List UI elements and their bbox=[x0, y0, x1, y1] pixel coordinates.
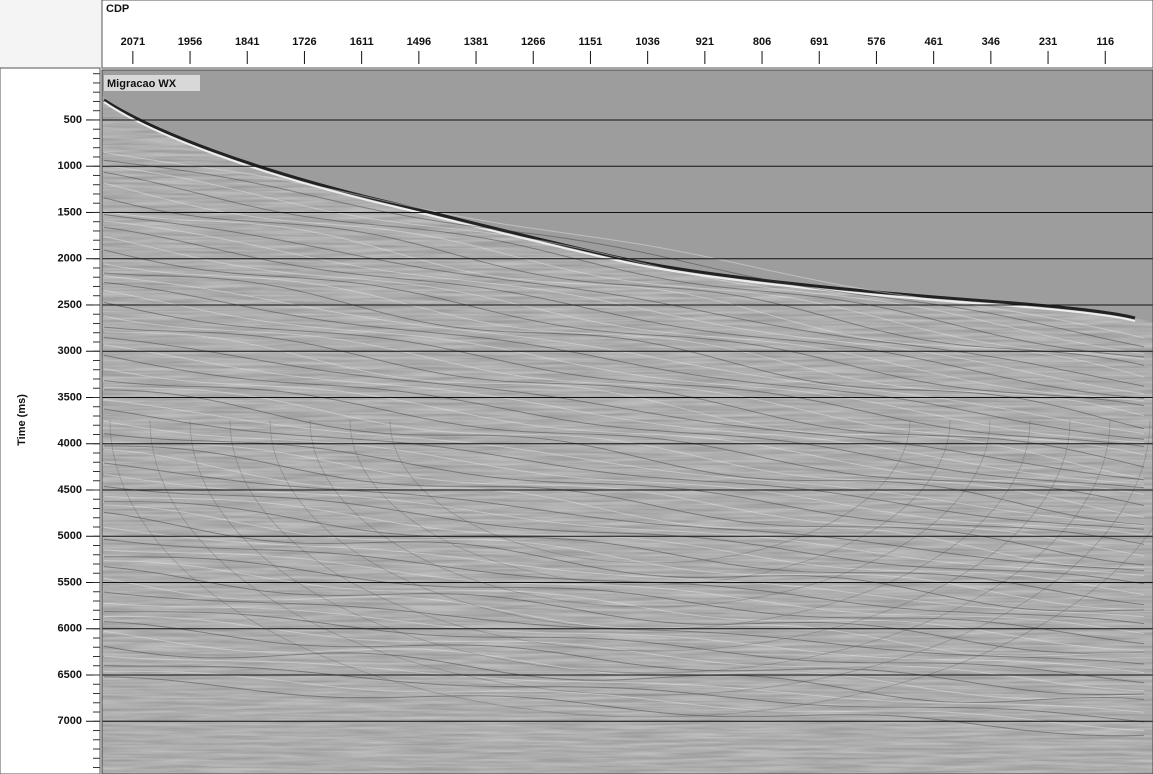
x-tick-label: 1611 bbox=[350, 36, 374, 48]
x-tick-label: 1266 bbox=[521, 36, 545, 48]
x-tick-label: 576 bbox=[867, 36, 885, 48]
y-axis-label: Time (ms) bbox=[16, 394, 28, 446]
x-tick-label: 806 bbox=[753, 36, 771, 48]
x-tick-label: 461 bbox=[924, 36, 942, 48]
x-tick-label: 1956 bbox=[178, 36, 202, 48]
x-tick-label: 346 bbox=[982, 36, 1000, 48]
x-tick-label: 2071 bbox=[121, 36, 145, 48]
y-tick-label: 2000 bbox=[58, 253, 82, 265]
x-axis-label: CDP bbox=[106, 3, 129, 15]
x-tick-label: 921 bbox=[696, 36, 714, 48]
x-tick-label: 1726 bbox=[292, 36, 316, 48]
x-tick-label: 691 bbox=[810, 36, 828, 48]
x-tick-label: 231 bbox=[1039, 36, 1057, 48]
x-tick-label: 1036 bbox=[635, 36, 659, 48]
x-tick-label: 1496 bbox=[407, 36, 431, 48]
x-tick-label: 1841 bbox=[235, 36, 259, 48]
y-tick-label: 1000 bbox=[58, 160, 82, 172]
y-tick-label: 6500 bbox=[58, 669, 82, 681]
y-tick-label: 6000 bbox=[58, 623, 82, 635]
y-tick-label: 4000 bbox=[58, 438, 82, 450]
y-tick-label: 3000 bbox=[58, 345, 82, 357]
y-tick-label: 1500 bbox=[58, 206, 82, 218]
y-tick-label: 3500 bbox=[58, 391, 82, 403]
y-tick-label: 2500 bbox=[58, 299, 82, 311]
plot-area bbox=[102, 70, 1153, 774]
page: {"chart_data": {"type": "seismic-section… bbox=[0, 0, 1153, 774]
y-tick-label: 500 bbox=[64, 114, 82, 126]
y-tick-label: 4500 bbox=[58, 484, 82, 496]
y-tick-label: 5000 bbox=[58, 530, 82, 542]
x-tick-label: 1381 bbox=[464, 36, 488, 48]
x-tick-label: 116 bbox=[1096, 36, 1114, 48]
seismic-viewer: Migracao WX CDP Time (ms) 500 1000 1500 200… bbox=[0, 0, 1153, 774]
y-tick-label: 7000 bbox=[58, 715, 82, 727]
x-tick-label: 1151 bbox=[579, 36, 603, 48]
section-title: Migracao WX bbox=[107, 78, 177, 90]
top-axis-panel bbox=[102, 0, 1153, 68]
y-tick-label: 5500 bbox=[58, 576, 82, 588]
